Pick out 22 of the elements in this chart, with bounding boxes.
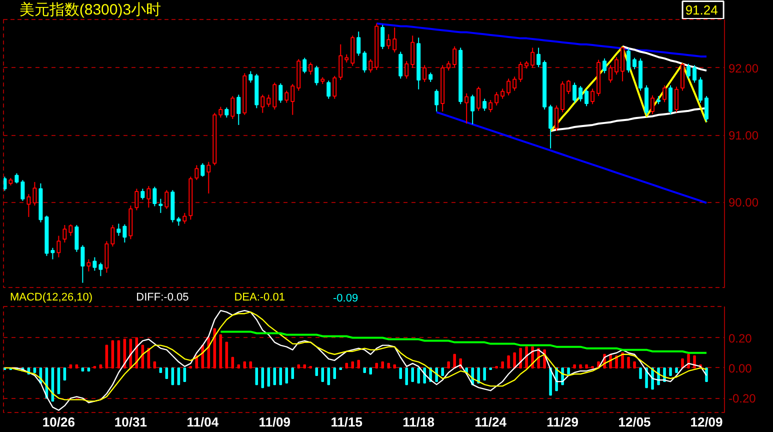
chart-title: MACD(12,26,10) xyxy=(10,292,93,304)
text: -0.09 xyxy=(332,292,358,304)
x-tick-label: 10/26 xyxy=(42,414,75,430)
x-tick-label: 11/15 xyxy=(330,414,363,430)
x-tick-label: 11/29 xyxy=(546,414,578,430)
x-tick-label: 10/31 xyxy=(114,414,147,430)
x-tick-label: 11/24 xyxy=(474,414,508,430)
x-tick-label: 12/05 xyxy=(618,414,651,430)
text: 91.24 xyxy=(685,2,718,18)
y-tick-label: 0.00 xyxy=(728,361,752,376)
chart-title: 美元指数(8300)3小时 xyxy=(19,2,162,18)
x-tick-label: 12/09 xyxy=(690,414,723,430)
y-tick-label: 92.00 xyxy=(728,61,759,76)
y-tick-label: 0.20 xyxy=(728,331,752,346)
y-tick-label: 91.00 xyxy=(728,128,759,143)
y-tick-label: -0.20 xyxy=(728,392,756,406)
x-tick-label: 11/04 xyxy=(186,414,220,430)
y-tick-label: 90.00 xyxy=(728,196,759,210)
text: DIFF:-0.05 xyxy=(136,292,189,304)
x-tick-label: 11/09 xyxy=(258,414,291,430)
series-label: DEA:-0.01 xyxy=(234,292,285,304)
x-tick-label: 11/18 xyxy=(402,414,435,430)
